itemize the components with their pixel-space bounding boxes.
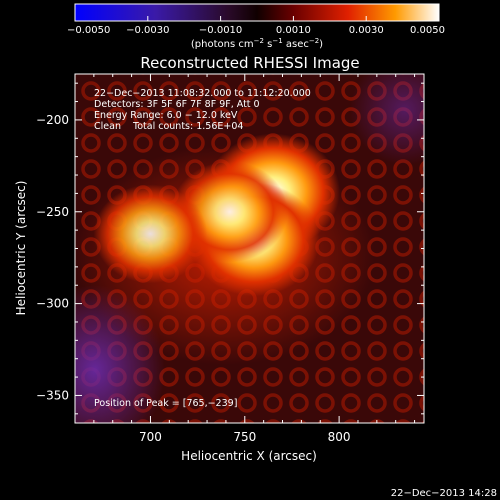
x-tick-label: 750 [233, 430, 256, 444]
info-block: 22−Dec−2013 11:08:32.000 to 11:12:20.000… [94, 88, 311, 132]
colorbar [74, 3, 440, 22]
y-tick-label: −300 [36, 297, 69, 311]
colorbar-tick-label: 0.0030 [349, 25, 384, 36]
colorbar-tick-label: 0.0050 [410, 25, 445, 36]
rhessi-image [75, 74, 424, 423]
x-tick-label: 800 [328, 430, 351, 444]
info-detectors: Detectors: 3F 5F 6F 7F 8F 9F, Att 0 [94, 99, 260, 110]
colorbar-ticks: −0.0050 −0.0030 −0.0010 0.0010 0.0030 0.0050 [67, 16, 445, 36]
info-time-range: 22−Dec−2013 11:08:32.000 to 11:12:20.000 [94, 88, 311, 99]
colorbar-units: (photons cm−2 s−1 asec−2) [191, 37, 323, 50]
colorbar-tick-label: −0.0010 [199, 25, 242, 36]
x-axis-label: Heliocentric X (arcsec) [181, 449, 317, 463]
sources [93, 133, 340, 297]
emission-source [93, 184, 208, 284]
y-tick-label: −200 [36, 113, 69, 127]
info-energy-range: Energy Range: 6.0 − 12.0 keV [94, 110, 238, 121]
y-axis-label: Heliocentric Y (arcsec) [14, 181, 28, 316]
peak-position-label: Position of Peak = [765,−239] [94, 398, 237, 409]
axis-ticks: 700 750 800 −200 −250 −300 −350 [36, 74, 424, 444]
colorbar-tick-label: 0.0010 [276, 25, 311, 36]
negative-region [350, 74, 424, 165]
x-tick-label: 700 [139, 430, 162, 444]
footer-timestamp: 22−Dec−2013 14:28 [391, 488, 497, 499]
chart-title: Reconstructed RHESSI Image [140, 54, 359, 72]
colorbar-tick-label: −0.0030 [126, 25, 169, 36]
y-tick-label: −250 [36, 205, 69, 219]
y-tick-label: −350 [36, 388, 69, 402]
info-counts: Clean Total counts: 1.56E+04 [94, 121, 243, 132]
colorbar-tick-label: −0.0050 [67, 25, 110, 36]
